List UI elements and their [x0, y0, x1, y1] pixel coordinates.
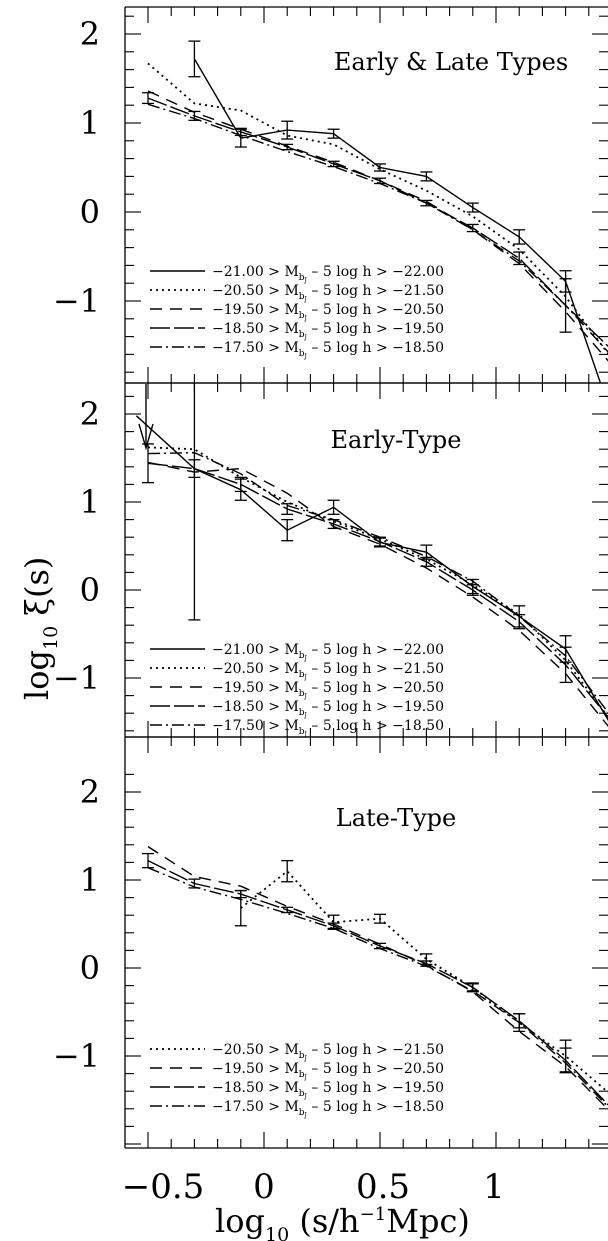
legend-label: −20.50 > MbJ – 5 log h > −21.50	[212, 661, 444, 681]
y-tick-label: 1	[80, 861, 100, 899]
panels: 2 1 0 −1 Early & Late Types −21.00 > MbJ – 5 …	[53, 6, 608, 1149]
legend-label: −21.00 > MbJ – 5 log h > −22.00	[212, 642, 444, 662]
y-tick-label: −1	[53, 1037, 100, 1075]
y-tick-label: 2	[80, 15, 100, 53]
chart-panel: 2 1 0 −1 Late-Type −20.50 > MbJ – 5 log h > −…	[53, 736, 608, 1149]
series-line	[147, 846, 608, 1111]
x-tick-label: −0.5	[122, 1167, 205, 1207]
y-tick-label: 2	[80, 773, 100, 811]
y-tick-label: −1	[53, 659, 100, 697]
x-axis-labels: −0.5 0 0.5 1	[122, 1167, 505, 1207]
x-tick-label: 1	[483, 1167, 505, 1207]
y-tick-label: 1	[80, 104, 100, 142]
legend-label: −19.50 > MbJ – 5 log h > −20.50	[212, 1061, 444, 1081]
y-tick-label: 0	[80, 193, 100, 231]
series-group	[142, 846, 608, 1111]
legend-label: −20.50 > MbJ – 5 log h > −21.50	[212, 1042, 444, 1062]
legend: −21.00 > MbJ – 5 log h > −22.00−20.50 > …	[150, 642, 444, 738]
upper-limit-arrowhead	[138, 423, 154, 451]
legend-label: −19.50 > MbJ – 5 log h > −20.50	[212, 302, 444, 322]
x-tick-label: 0.5	[356, 1167, 410, 1207]
legend-label: −17.50 > MbJ – 5 log h > −18.50	[212, 718, 444, 738]
legend-label: −20.50 > MbJ – 5 log h > −21.50	[212, 283, 444, 303]
legend-label: −19.50 > MbJ – 5 log h > −20.50	[212, 680, 444, 700]
series-line	[193, 58, 602, 383]
x-axis-label: log10 (s/h−1Mpc)	[215, 1202, 470, 1241]
series-line	[147, 451, 608, 714]
panel-title: Early-Type	[331, 426, 462, 454]
series-line	[147, 867, 608, 1108]
chart-panel: 2 1 0 −1 Early-Type −21.00 > MbJ – 5 log h > …	[53, 382, 608, 738]
series-group	[142, 40, 608, 383]
y-axis-label: log10 ξ(s)	[18, 557, 62, 700]
legend-label: −17.50 > MbJ – 5 log h > −18.50	[212, 1099, 444, 1119]
legend: −20.50 > MbJ – 5 log h > −21.50−19.50 > …	[150, 1042, 444, 1119]
legend: −21.00 > MbJ – 5 log h > −22.00−20.50 > …	[150, 264, 444, 360]
y-tick-label: 0	[80, 571, 100, 609]
series-line	[147, 103, 608, 353]
y-tick-label: −1	[53, 282, 100, 320]
legend-label: −21.00 > MbJ – 5 log h > −22.00	[212, 264, 444, 284]
legend-label: −18.50 > MbJ – 5 log h > −19.50	[212, 699, 444, 719]
legend-label: −18.50 > MbJ – 5 log h > −19.50	[212, 321, 444, 341]
legend-label: −17.50 > MbJ – 5 log h > −18.50	[212, 340, 444, 360]
y-tick-label: 1	[80, 483, 100, 521]
x-tick-label: 0	[253, 1167, 275, 1207]
series-group	[135, 383, 608, 727]
chart-panel: 2 1 0 −1 Early & Late Types −21.00 > MbJ – 5 …	[53, 6, 608, 384]
y-tick-label: 2	[80, 395, 100, 433]
panel-title: Late-Type	[336, 804, 456, 832]
legend-label: −18.50 > MbJ – 5 log h > −19.50	[212, 1080, 444, 1100]
panel-title: Early & Late Types	[334, 48, 568, 76]
y-tick-label: 0	[80, 949, 100, 987]
